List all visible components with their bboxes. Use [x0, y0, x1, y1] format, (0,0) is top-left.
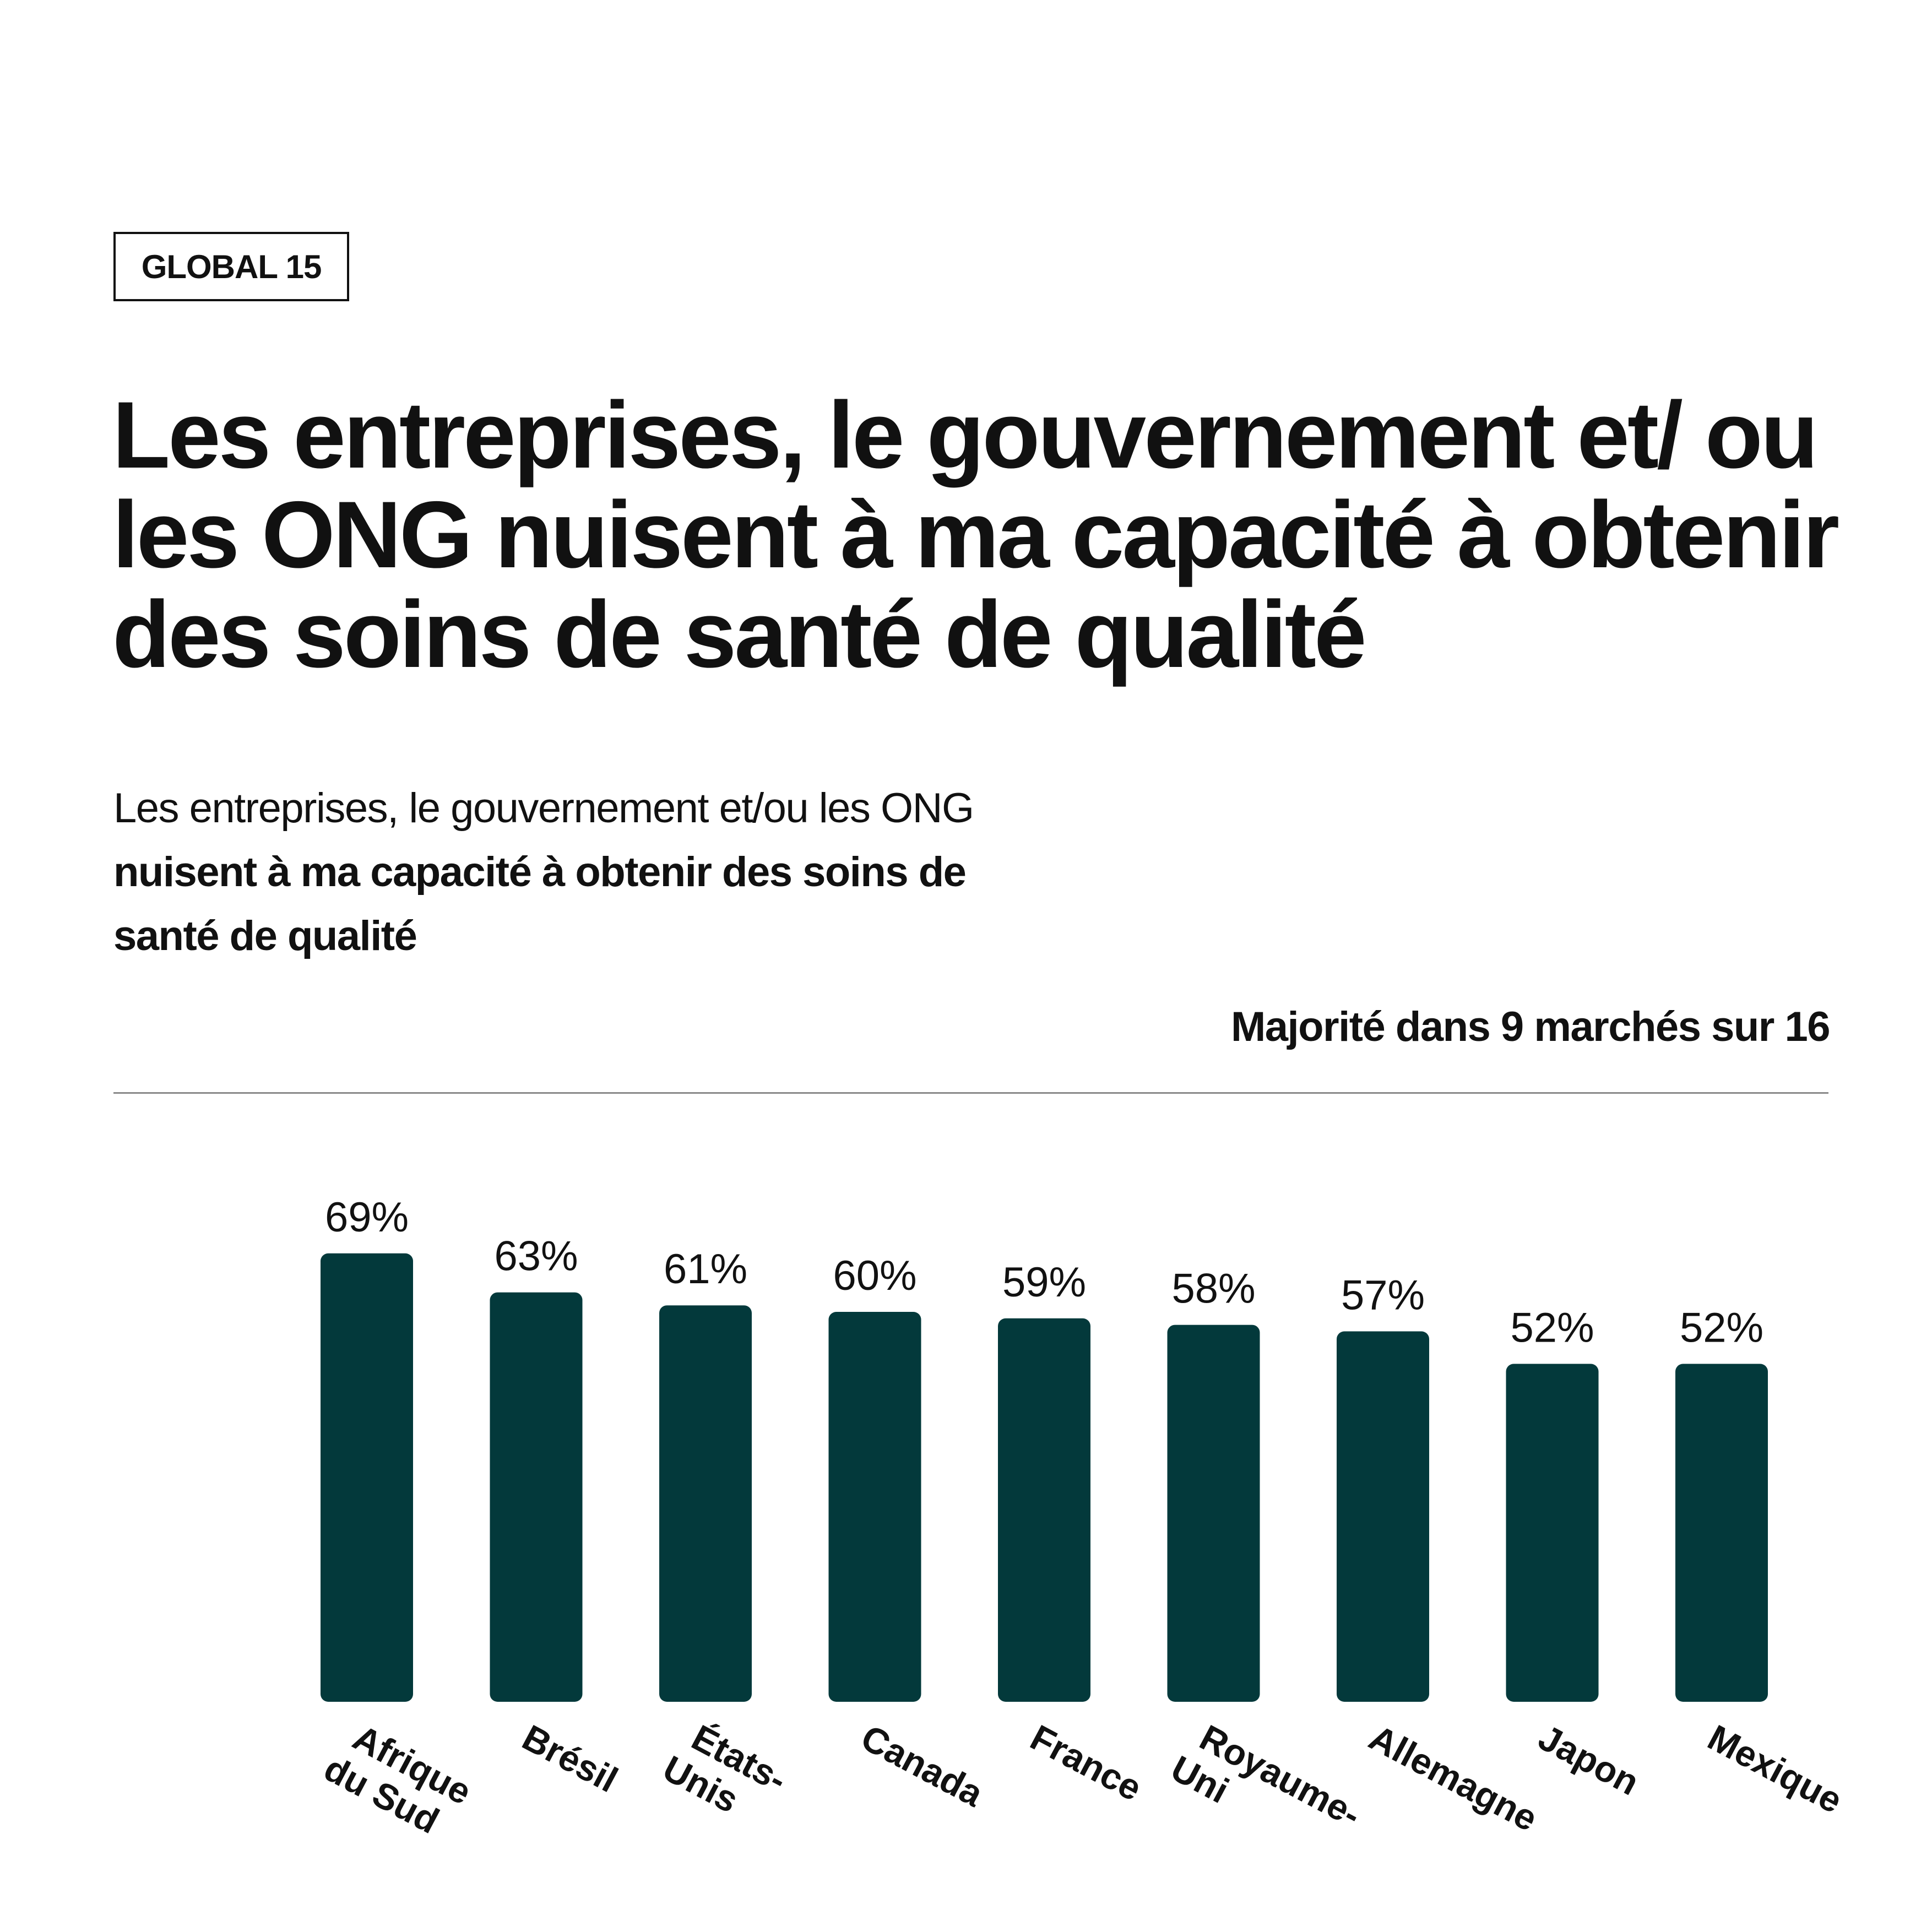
- bar-7: [1506, 1364, 1599, 1702]
- value-label-0: 69%: [325, 1194, 409, 1241]
- category-label-6-line-0: Allemagne: [1363, 1717, 1544, 1839]
- category-label-7-line-0: Japon: [1532, 1717, 1646, 1803]
- category-label-5: Royaume-Uni: [1165, 1717, 1368, 1835]
- value-label-2: 61%: [664, 1246, 747, 1293]
- value-label-6: 57%: [1341, 1272, 1425, 1318]
- bar-2: [659, 1305, 752, 1702]
- divider-line: [113, 1092, 1828, 1094]
- value-label-7: 52%: [1510, 1304, 1594, 1351]
- chart-subtitle: Les entreprises, le gouvernement et/ou l…: [113, 777, 1061, 968]
- bar-1: [490, 1292, 583, 1702]
- value-label-5: 58%: [1171, 1266, 1255, 1312]
- category-label-1-line-0: Brésil: [516, 1717, 625, 1800]
- subtitle-bold: nuisent à ma capacité à obtenir des soin…: [113, 849, 967, 959]
- bar-8: [1675, 1364, 1768, 1702]
- bar-3: [828, 1312, 921, 1702]
- value-label-1: 63%: [494, 1233, 578, 1280]
- category-label-4-line-0: France: [1024, 1717, 1148, 1809]
- bar-4: [998, 1318, 1090, 1702]
- value-label-4: 59%: [1002, 1259, 1086, 1306]
- category-label-1: Brésil: [516, 1717, 625, 1800]
- value-label-3: 60%: [833, 1252, 916, 1299]
- global-15-badge: GLOBAL 15: [113, 232, 349, 301]
- subtitle-regular: Les entreprises, le gouvernement et/ou l…: [113, 785, 974, 832]
- bar-0: [321, 1253, 413, 1702]
- majority-note: Majorité dans 9 marchés sur 16: [1230, 1003, 1831, 1050]
- value-label-8: 52%: [1680, 1304, 1763, 1351]
- page-title: Les entreprises, le gouvernement et/ ou …: [112, 382, 1839, 687]
- category-label-2: États-Unis: [656, 1717, 794, 1820]
- bar-6: [1337, 1331, 1429, 1702]
- category-label-3-line-0: Canada: [855, 1717, 990, 1815]
- category-label-3: Canada: [855, 1717, 990, 1815]
- category-label-7: Japon: [1532, 1717, 1646, 1803]
- category-label-6: Allemagne: [1363, 1717, 1544, 1839]
- category-label-8: Mexique: [1701, 1717, 1849, 1821]
- bar-5: [1167, 1325, 1260, 1702]
- category-label-4: France: [1024, 1717, 1148, 1809]
- category-label-8-line-0: Mexique: [1701, 1717, 1849, 1821]
